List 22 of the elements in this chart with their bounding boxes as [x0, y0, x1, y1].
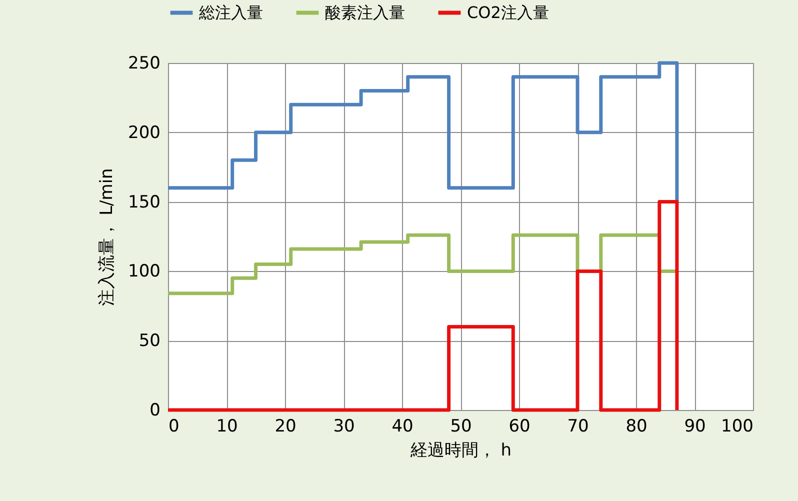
x-tick-label: 70: [567, 416, 589, 436]
x-tick-label: 50: [450, 416, 472, 436]
x-tick-label: 30: [333, 416, 355, 436]
legend-label: CO2注入量: [467, 2, 549, 22]
legend-label: 酸素注入量: [325, 2, 405, 22]
y-tick-label: 50: [138, 331, 160, 352]
x-axis-title: 経過時間， h: [409, 440, 512, 460]
x-tick-label: 20: [274, 416, 296, 436]
x-tick-label: 10: [216, 416, 238, 436]
x-tick-label: 40: [392, 416, 414, 436]
x-tick-label: 90: [684, 416, 706, 436]
y-tick-label: 100: [128, 262, 160, 282]
y-tick-label: 150: [128, 192, 160, 212]
x-tick-label: 100: [721, 416, 754, 436]
x-tick-label: 60: [508, 416, 530, 436]
legend-label: 総注入量: [198, 2, 263, 22]
y-tick-label: 200: [128, 122, 160, 143]
y-tick-label: 250: [128, 54, 160, 74]
y-axis-title: 注入流量， L/min: [97, 168, 118, 306]
y-tick-label: 0: [150, 400, 160, 420]
x-tick-label: 0: [168, 416, 180, 436]
x-tick-label: 80: [626, 416, 648, 436]
